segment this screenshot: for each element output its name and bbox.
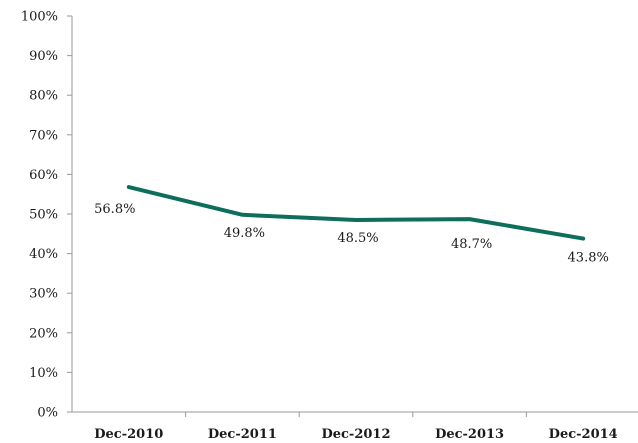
y-tick-label: 0% (37, 406, 58, 421)
x-tick-labels: Dec-2010 Dec-2011 Dec-2012 Dec-2013 Dec-2014 (94, 427, 617, 442)
x-tick-label: Dec-2014 (549, 427, 618, 442)
y-tick-label: 40% (29, 247, 58, 262)
data-label: 48.7% (451, 237, 492, 252)
data-label: 56.8% (94, 202, 135, 217)
y-axis (67, 15, 73, 413)
y-tick-label: 70% (29, 128, 58, 143)
y-tick-labels: 0% 10% 20% 30% 40% 50% 60% 70% 80% 90% 100% (21, 10, 58, 421)
x-tick-label: Dec-2011 (208, 427, 277, 442)
series-group (126, 185, 586, 241)
x-tick-label: Dec-2012 (321, 427, 390, 442)
y-tick-label: 100% (21, 10, 58, 25)
y-tick-label: 60% (29, 168, 58, 183)
data-label: 48.5% (337, 231, 378, 246)
y-tick-label: 20% (29, 326, 58, 341)
data-labels: 56.8% 49.8% 48.5% 48.7% 43.8% (94, 202, 609, 265)
x-tick-label: Dec-2010 (94, 427, 163, 442)
y-tick-label: 30% (29, 287, 58, 302)
y-tick-label: 50% (29, 208, 58, 223)
data-label: 49.8% (224, 226, 265, 241)
data-label: 43.8% (568, 251, 609, 266)
y-tick-label: 80% (29, 89, 58, 104)
y-tick-label: 90% (29, 49, 58, 64)
x-axis (72, 411, 638, 417)
y-tick-label: 10% (29, 366, 58, 381)
x-tick-label: Dec-2013 (435, 427, 504, 442)
